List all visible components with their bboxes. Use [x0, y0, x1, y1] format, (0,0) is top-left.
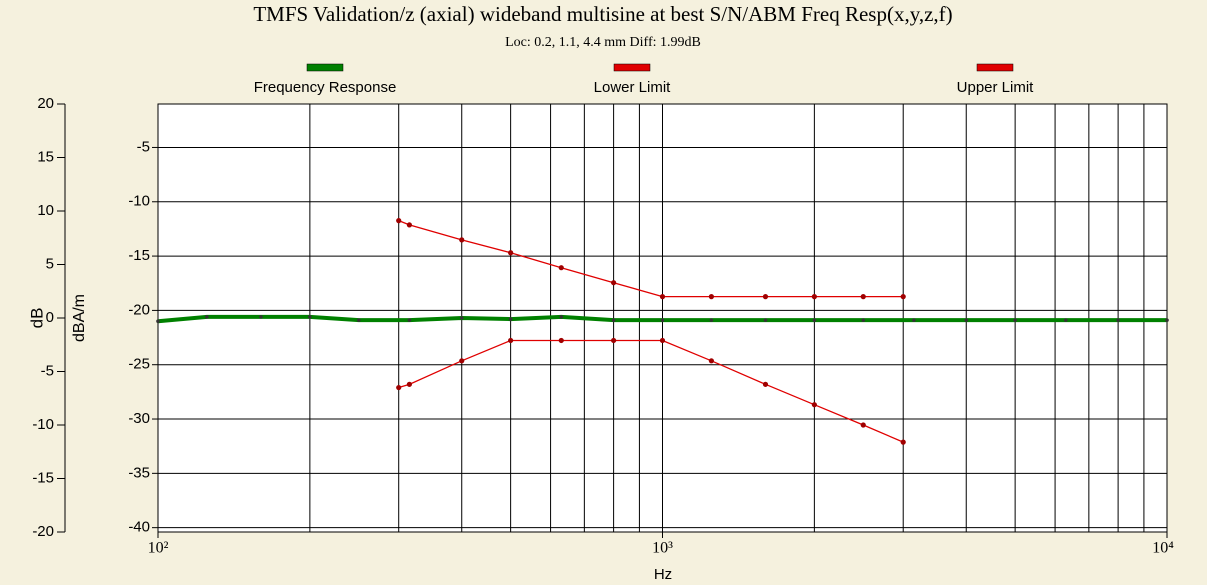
data-point: [508, 250, 514, 256]
y-tick-label: -5: [41, 362, 54, 379]
data-point: [762, 294, 769, 300]
data-point: [861, 318, 866, 322]
data-point: [708, 358, 714, 364]
y-tick-label: 5: [46, 255, 54, 272]
data-point: [156, 319, 160, 324]
y2-tick-label: -10: [128, 193, 150, 210]
data-point: [912, 318, 916, 322]
data-point: [900, 439, 906, 445]
legend-swatch: [613, 63, 651, 72]
data-point: [459, 237, 465, 243]
data-point: [407, 318, 412, 322]
data-point: [860, 422, 866, 428]
data-point: [406, 222, 412, 228]
data-point: [356, 318, 361, 322]
x-tick-label: 10⁴: [1152, 540, 1174, 557]
y2-tick-label: -25: [128, 356, 150, 373]
legend-swatch: [306, 63, 344, 72]
data-point: [308, 315, 312, 319]
data-point: [964, 318, 969, 322]
data-point: [1116, 318, 1120, 322]
y-tick-label: 0: [46, 309, 54, 326]
y2-tick-label: -40: [128, 519, 150, 536]
data-point: [459, 316, 464, 320]
data-point: [812, 318, 817, 322]
data-point: [611, 337, 617, 344]
data-point: [508, 337, 514, 344]
data-point: [763, 318, 768, 322]
y-tick-label: -20: [32, 523, 54, 540]
legend-label: Lower Limit: [594, 79, 672, 96]
data-point: [762, 381, 769, 387]
data-point: [660, 318, 665, 322]
y-tick-label: -10: [32, 416, 54, 433]
y2-tick-label: -15: [128, 247, 150, 264]
data-point: [459, 358, 465, 364]
y-tick-label: 15: [37, 148, 54, 165]
series-line: [398, 220, 904, 298]
y2-tick-label: -5: [137, 138, 150, 155]
data-point: [708, 294, 714, 300]
data-point: [396, 218, 402, 224]
y2-tick-label: -20: [128, 301, 150, 318]
data-point: [558, 337, 564, 344]
y2-axis-label: dBA/m: [71, 294, 88, 342]
x-axis-label: Hz: [654, 566, 672, 583]
y2-tick-label: -30: [128, 410, 150, 427]
data-point: [1063, 318, 1068, 322]
chart-subtitle: Loc: 0.2, 1.1, 4.4 mm Diff: 1.99dB: [505, 35, 701, 50]
data-point: [558, 265, 564, 271]
legend-label: Upper Limit: [957, 79, 1035, 96]
data-point: [709, 318, 714, 322]
data-point: [406, 381, 412, 387]
data-point: [860, 294, 866, 300]
data-point: [508, 317, 513, 321]
data-point: [259, 315, 263, 319]
data-point: [611, 318, 616, 322]
chart-title: TMFS Validation/z (axial) wideband multi…: [253, 2, 952, 26]
data-point: [811, 294, 817, 300]
data-point: [205, 315, 209, 319]
data-point: [559, 315, 564, 319]
data-point: [659, 294, 666, 300]
data-point: [811, 402, 817, 408]
data-point: [396, 384, 402, 391]
y-tick-label: 10: [37, 202, 54, 219]
data-point: [1013, 318, 1017, 322]
y2-tick-label: -35: [128, 464, 150, 481]
legend-swatch: [976, 63, 1014, 72]
data-point: [611, 280, 617, 286]
y-axis-label: dB: [27, 308, 46, 329]
x-tick-label: 10³: [652, 540, 673, 557]
series-line: [398, 339, 904, 443]
y-tick-label: -15: [32, 469, 54, 486]
x-tick-label: 10²: [148, 540, 169, 557]
legend-label: Frequency Response: [254, 79, 397, 96]
data-point: [1165, 318, 1169, 322]
y-tick-label: 20: [37, 95, 54, 112]
data-point: [900, 294, 906, 300]
data-point: [659, 337, 666, 344]
